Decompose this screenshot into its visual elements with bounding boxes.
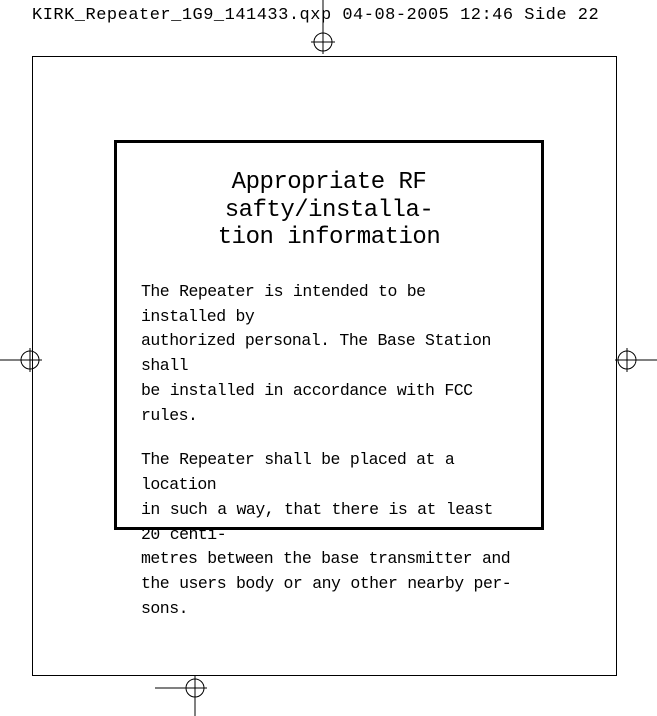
crop-mark-bottom <box>155 672 211 716</box>
paragraph-2: The Repeater shall be placed at a locati… <box>141 448 517 621</box>
crop-mark-left <box>0 340 48 380</box>
crop-mark-top <box>303 0 343 58</box>
crop-mark-right <box>609 340 657 380</box>
content-box: Appropriate RF safty/installa- tion info… <box>114 140 544 530</box>
content-title: Appropriate RF safty/installa- tion info… <box>141 169 517 252</box>
paragraph-1: The Repeater is intended to be installed… <box>141 280 517 429</box>
